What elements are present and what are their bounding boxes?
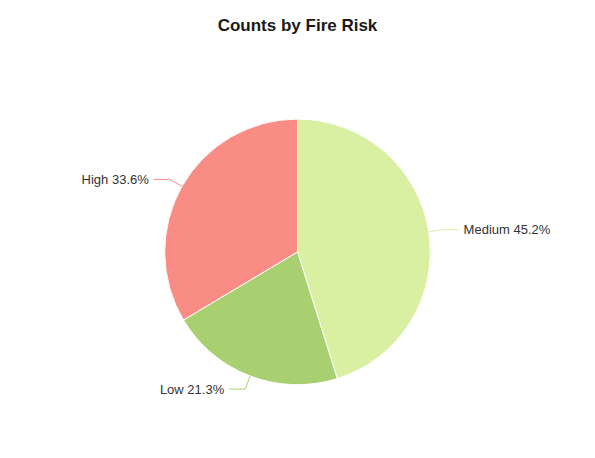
svg-text:Low 21.3%: Low 21.3% <box>160 382 225 397</box>
svg-text:Counts by Fire Risk: Counts by Fire Risk <box>218 16 378 35</box>
svg-text:High 33.6%: High 33.6% <box>82 172 150 187</box>
svg-text:Medium 45.2%: Medium 45.2% <box>464 222 551 237</box>
